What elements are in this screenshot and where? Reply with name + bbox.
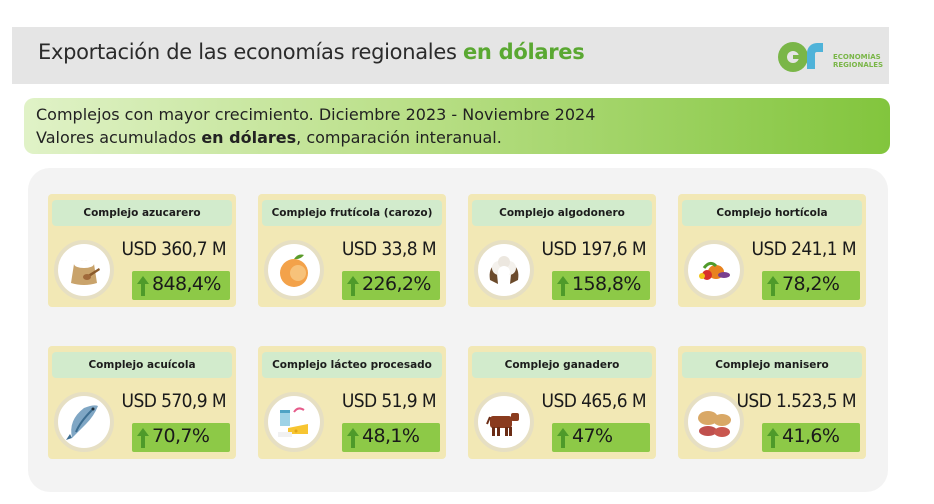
sugar-sack-icon xyxy=(54,240,114,300)
card-manisero: Complejo manisero USD 1.523,5 M 41,6% xyxy=(678,346,866,459)
export-value: USD 51,9 M xyxy=(341,390,437,412)
growth-badge: 41,6% xyxy=(762,423,860,452)
title-highlight: en dólares xyxy=(462,40,585,64)
export-value: USD 570,9 M xyxy=(121,390,227,412)
card-acuicola: Complejo acuícola USD 570,9 M 70,7% xyxy=(48,346,236,459)
growth-badge: 47% xyxy=(552,423,650,452)
card-label: Complejo ganadero xyxy=(472,352,652,378)
up-arrow-icon xyxy=(347,428,359,448)
up-arrow-icon xyxy=(137,276,149,296)
export-value: USD 360,7 M xyxy=(121,238,227,260)
growth-pct: 158,8% xyxy=(572,273,641,295)
card-fruticola: Complejo frutícola (carozo) USD 33,8 M 2… xyxy=(258,194,446,307)
growth-badge: 158,8% xyxy=(552,271,650,300)
peach-icon xyxy=(264,240,324,300)
growth-badge: 848,4% xyxy=(132,271,230,300)
banner-line-2: Valores acumulados en dólares, comparaci… xyxy=(36,128,502,147)
export-value: USD 33,8 M xyxy=(341,238,437,260)
dairy-icon xyxy=(264,392,324,452)
banner-line-1: Complejos con mayor crecimiento. Diciemb… xyxy=(36,105,596,124)
export-value: USD 465,6 M xyxy=(541,390,647,412)
peanut-icon xyxy=(684,392,744,452)
growth-pct: 48,1% xyxy=(362,425,420,447)
card-algodonero: Complejo algodonero USD 197,6 M 158,8% xyxy=(468,194,656,307)
card-label: Complejo frutícola (carozo) xyxy=(262,200,442,226)
growth-pct: 226,2% xyxy=(362,273,431,295)
up-arrow-icon xyxy=(557,276,569,296)
growth-pct: 70,7% xyxy=(152,425,210,447)
subtitle-banner: Complejos con mayor crecimiento. Diciemb… xyxy=(24,98,890,154)
card-label: Complejo manisero xyxy=(682,352,862,378)
card-ganadero: Complejo ganadero USD 465,6 M 47% xyxy=(468,346,656,459)
logo-mark-icon xyxy=(778,42,823,72)
growth-pct: 41,6% xyxy=(782,425,840,447)
up-arrow-icon xyxy=(137,428,149,448)
page-title: Exportación de las economías regionales … xyxy=(38,40,585,64)
export-value: USD 1.523,5 M xyxy=(736,390,856,412)
up-arrow-icon xyxy=(557,428,569,448)
export-value: USD 197,6 M xyxy=(541,238,647,260)
fish-icon xyxy=(54,392,114,452)
up-arrow-icon xyxy=(767,276,779,296)
growth-badge: 78,2% xyxy=(762,271,860,300)
header-bar: Exportación de las economías regionales … xyxy=(12,27,889,84)
card-label: Complejo algodonero xyxy=(472,200,652,226)
card-horticola: Complejo hortícola USD 241,1 M 78,2% xyxy=(678,194,866,307)
growth-pct: 78,2% xyxy=(782,273,840,295)
card-label: Complejo lácteo procesado xyxy=(262,352,442,378)
card-azucarero: Complejo azucarero USD 360,7 M 848,4% xyxy=(48,194,236,307)
cotton-icon xyxy=(474,240,534,300)
card-label: Complejo hortícola xyxy=(682,200,862,226)
up-arrow-icon xyxy=(767,428,779,448)
card-label: Complejo acuícola xyxy=(52,352,232,378)
up-arrow-icon xyxy=(347,276,359,296)
logo-text: ECONOMÍAS REGIONALES xyxy=(833,53,884,69)
growth-pct: 47% xyxy=(572,425,613,447)
economias-regionales-logo: ECONOMÍAS REGIONALES xyxy=(774,37,884,77)
growth-badge: 226,2% xyxy=(342,271,440,300)
title-text: Exportación de las economías regionales xyxy=(38,40,463,64)
growth-badge: 48,1% xyxy=(342,423,440,452)
growth-badge: 70,7% xyxy=(132,423,230,452)
growth-pct: 848,4% xyxy=(152,273,221,295)
card-lacteo: Complejo lácteo procesado USD 51,9 M 48,… xyxy=(258,346,446,459)
export-value: USD 241,1 M xyxy=(751,238,857,260)
cow-icon xyxy=(474,392,534,452)
vegetables-icon xyxy=(684,240,744,300)
card-label: Complejo azucarero xyxy=(52,200,232,226)
